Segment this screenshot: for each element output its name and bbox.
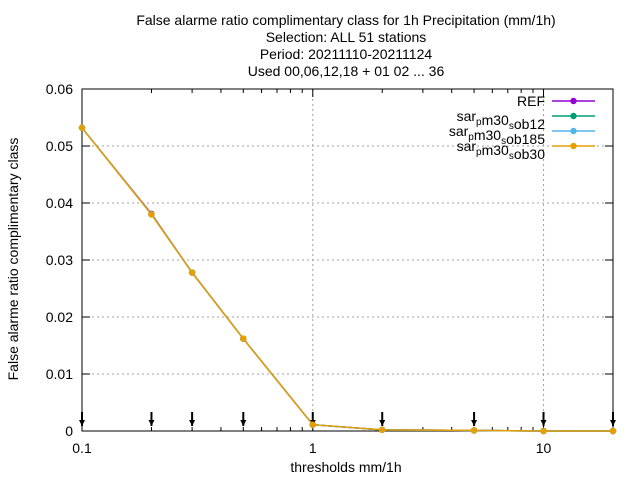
series-line-3	[81, 127, 613, 432]
legend-label-part: s	[509, 121, 514, 132]
chart-title: False alarme ratio complimentary class f…	[136, 12, 555, 79]
legend-label: sarpm30sob12	[457, 108, 546, 132]
y-tick-label: 0.02	[46, 309, 73, 325]
series-line-0	[81, 127, 613, 432]
chart-title-line-2: Selection: ALL 51 stations	[266, 29, 427, 45]
series-line-2	[81, 127, 613, 432]
legend-label-part: ob30	[514, 146, 545, 162]
legend-swatch-point	[570, 112, 577, 120]
legend-label-part: REF	[517, 93, 545, 109]
legend-label-part: p	[468, 132, 474, 143]
threshold-marker-arrow	[471, 420, 478, 426]
legend-label-part: sar	[449, 123, 469, 139]
legend-label-part: m30	[482, 142, 509, 158]
legend-label-part: p	[476, 147, 482, 158]
legend-label-part: p	[476, 117, 482, 128]
legend-label: REF	[517, 93, 545, 109]
axis-ticks: 0 0.01 0.02 0.03 0.04 0.05 0.06 0.1 1 10	[46, 81, 613, 456]
x-axis-label: thresholds mm/1h	[290, 459, 401, 475]
threshold-marker-arrow	[240, 420, 247, 426]
threshold-markers	[79, 412, 616, 426]
data-point	[470, 427, 478, 434]
legend-label: sarpm30sob185	[449, 123, 545, 147]
y-tick-label: 0.03	[46, 252, 73, 268]
x-tick-label: 1	[309, 440, 317, 456]
data-point	[240, 335, 247, 342]
y-tick-label: 0.04	[46, 195, 73, 211]
legend-label-part: s	[501, 136, 506, 147]
data-point	[148, 211, 155, 218]
x-tick-label: 10	[536, 440, 552, 456]
legend-swatch-point	[570, 127, 577, 135]
legend-label-part: ob12	[514, 116, 545, 132]
series-line-1	[81, 127, 613, 432]
data-point	[609, 427, 617, 435]
legend-label-part: sar	[457, 108, 477, 124]
y-tick-label: 0.06	[46, 81, 73, 97]
data-point	[540, 427, 547, 435]
data-point	[309, 421, 316, 428]
threshold-marker-arrow	[189, 420, 196, 426]
threshold-marker-arrow	[379, 420, 386, 426]
data-point	[379, 426, 386, 434]
threshold-marker-arrow	[540, 420, 547, 426]
chart-title-line-4: Used 00,06,12,18 + 01 02 ... 36	[248, 63, 445, 79]
grid	[82, 89, 613, 431]
threshold-marker-arrow	[79, 420, 85, 426]
legend-swatch-point	[570, 142, 577, 150]
data-point	[188, 269, 196, 276]
chart-title-line-3: Period: 20211110-20211124	[260, 46, 433, 62]
legend-label: sarpm30sob30	[457, 138, 546, 162]
legend-label-part: sar	[457, 138, 477, 154]
legend-label-part: m30	[482, 112, 509, 128]
threshold-marker-arrow	[148, 420, 155, 426]
x-tick-label: 0.1	[72, 440, 92, 456]
y-tick-label: 0	[65, 423, 73, 439]
chart-title-line-1: False alarme ratio complimentary class f…	[136, 12, 555, 28]
legend-label-part: s	[509, 151, 514, 162]
data-point	[78, 124, 86, 131]
y-tick-label: 0.05	[46, 138, 73, 154]
y-tick-label: 0.01	[46, 366, 73, 382]
series-lines	[78, 124, 617, 435]
legend-swatch-point	[570, 97, 577, 105]
threshold-marker-arrow	[610, 420, 616, 426]
legend-label-part: m30	[474, 127, 501, 143]
legend-label-part: ob185	[506, 131, 545, 147]
y-axis-label: False alarme ratio complimentary class	[5, 138, 21, 381]
